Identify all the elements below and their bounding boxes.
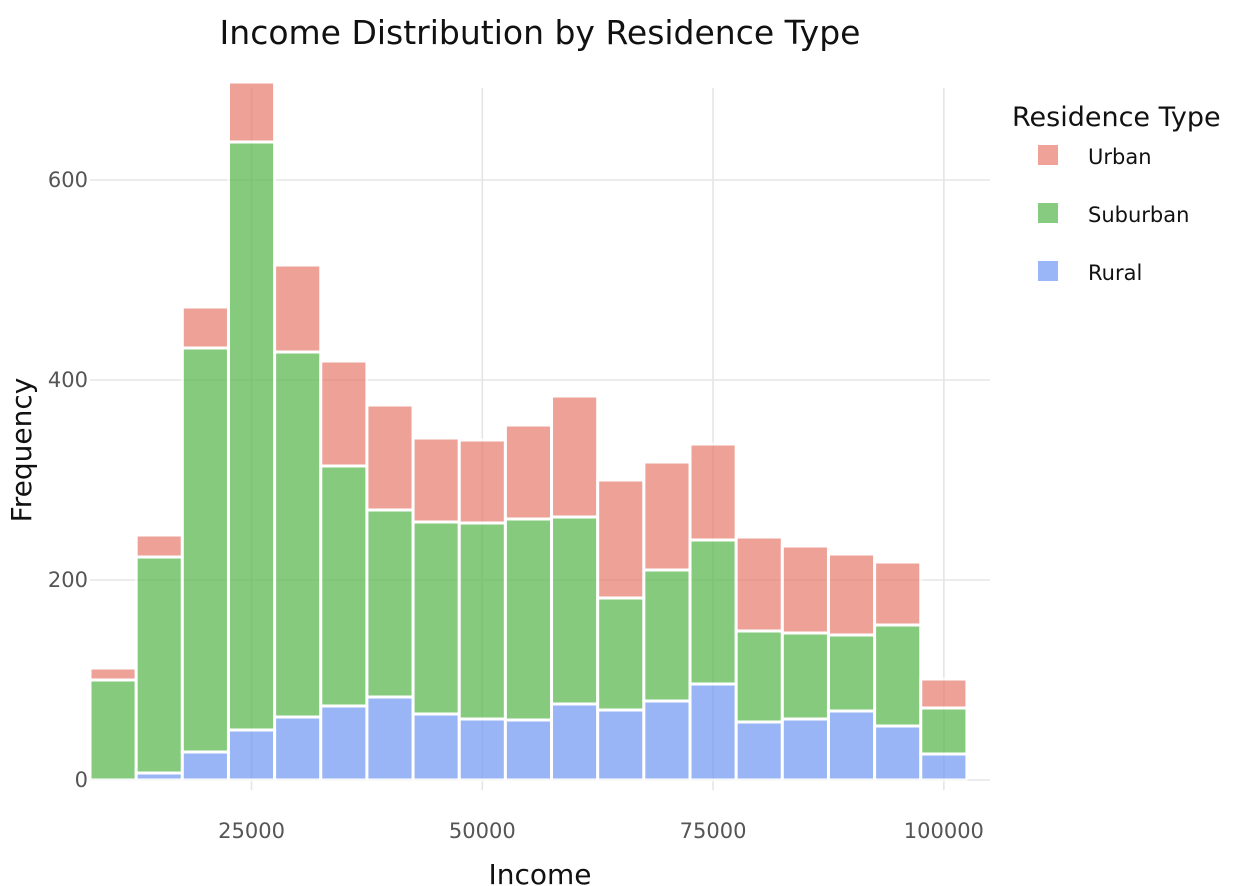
y-tick-label: 200 bbox=[48, 568, 88, 592]
legend-item-urban[interactable]: Urban bbox=[1088, 145, 1152, 169]
bar-rural[interactable] bbox=[873, 724, 923, 782]
bar-suburban[interactable] bbox=[826, 633, 877, 713]
bar-rural[interactable] bbox=[642, 699, 692, 782]
y-axis-label: Frequency bbox=[5, 378, 38, 523]
bar-rural[interactable] bbox=[319, 704, 369, 782]
bar-suburban[interactable] bbox=[411, 520, 461, 716]
ticks-layer: 25000 50000 75000 100000 0 200 400 600 bbox=[48, 168, 984, 843]
bar-suburban[interactable] bbox=[780, 631, 830, 721]
bar-rural[interactable] bbox=[226, 728, 277, 782]
bar-urban[interactable] bbox=[365, 403, 415, 512]
bar-urban[interactable] bbox=[919, 677, 969, 710]
bar-urban[interactable] bbox=[273, 263, 323, 354]
bar-urban[interactable] bbox=[596, 478, 646, 600]
bar-suburban[interactable] bbox=[319, 464, 369, 708]
bar-urban[interactable] bbox=[88, 666, 138, 682]
legend[interactable]: Residence Type Urban Suburban Rural bbox=[1012, 102, 1221, 285]
legend-item-rural[interactable]: Rural bbox=[1088, 261, 1142, 285]
bar-rural[interactable] bbox=[411, 712, 461, 782]
legend-item-suburban[interactable]: Suburban bbox=[1088, 203, 1189, 227]
bar-rural[interactable] bbox=[457, 717, 507, 782]
bar-rural[interactable] bbox=[550, 702, 600, 782]
bar-urban[interactable] bbox=[780, 544, 830, 635]
bar-suburban[interactable] bbox=[134, 555, 184, 775]
bar-suburban[interactable] bbox=[273, 350, 323, 719]
bar-urban[interactable] bbox=[134, 533, 184, 559]
bars-layer bbox=[88, 80, 969, 782]
x-tick-label: 25000 bbox=[218, 819, 285, 843]
bar-urban[interactable] bbox=[503, 423, 554, 521]
bar-urban[interactable] bbox=[873, 560, 923, 627]
bar-suburban[interactable] bbox=[457, 521, 507, 721]
bar-rural[interactable] bbox=[688, 682, 738, 782]
bar-suburban[interactable] bbox=[365, 508, 415, 699]
legend-swatch-suburban[interactable] bbox=[1038, 203, 1058, 223]
bar-urban[interactable] bbox=[180, 305, 230, 350]
bar-rural[interactable] bbox=[780, 717, 830, 782]
bar-rural[interactable] bbox=[180, 750, 230, 782]
bar-suburban[interactable] bbox=[550, 515, 600, 706]
bar-suburban[interactable] bbox=[919, 706, 969, 756]
x-tick-label: 50000 bbox=[449, 819, 516, 843]
y-tick-label: 0 bbox=[75, 768, 88, 792]
bar-rural[interactable] bbox=[596, 708, 646, 782]
bar-urban[interactable] bbox=[688, 442, 738, 542]
bar-urban[interactable] bbox=[826, 552, 877, 637]
bar-rural[interactable] bbox=[734, 720, 784, 782]
bar-suburban[interactable] bbox=[873, 623, 923, 728]
bar-rural[interactable] bbox=[273, 715, 323, 782]
legend-swatch-rural[interactable] bbox=[1038, 261, 1058, 281]
bar-suburban[interactable] bbox=[642, 568, 692, 703]
x-tick-label: 75000 bbox=[680, 819, 747, 843]
y-tick-label: 400 bbox=[48, 368, 88, 392]
bar-urban[interactable] bbox=[411, 436, 461, 524]
bar-suburban[interactable] bbox=[596, 596, 646, 712]
x-tick-label: 100000 bbox=[904, 819, 984, 843]
legend-swatch-urban[interactable] bbox=[1038, 145, 1058, 165]
bar-rural[interactable] bbox=[503, 718, 554, 782]
bar-urban[interactable] bbox=[642, 460, 692, 572]
bar-urban[interactable] bbox=[457, 438, 507, 525]
bar-urban[interactable] bbox=[226, 80, 277, 144]
bar-rural[interactable] bbox=[919, 752, 969, 782]
bar-rural[interactable] bbox=[365, 695, 415, 782]
y-tick-label: 600 bbox=[48, 168, 88, 192]
bar-suburban[interactable] bbox=[503, 517, 554, 722]
bar-urban[interactable] bbox=[734, 535, 784, 633]
bar-suburban[interactable] bbox=[226, 140, 277, 732]
bar-suburban[interactable] bbox=[180, 346, 230, 754]
bar-suburban[interactable] bbox=[734, 629, 784, 724]
x-axis-label: Income bbox=[488, 858, 591, 886]
bar-suburban[interactable] bbox=[688, 538, 738, 686]
bar-rural[interactable] bbox=[826, 709, 877, 782]
bar-urban[interactable] bbox=[550, 394, 600, 519]
legend-title: Residence Type bbox=[1012, 102, 1221, 133]
chart-title: Income Distribution by Residence Type bbox=[220, 13, 861, 52]
bar-suburban[interactable] bbox=[88, 678, 138, 782]
bar-urban[interactable] bbox=[319, 359, 369, 468]
